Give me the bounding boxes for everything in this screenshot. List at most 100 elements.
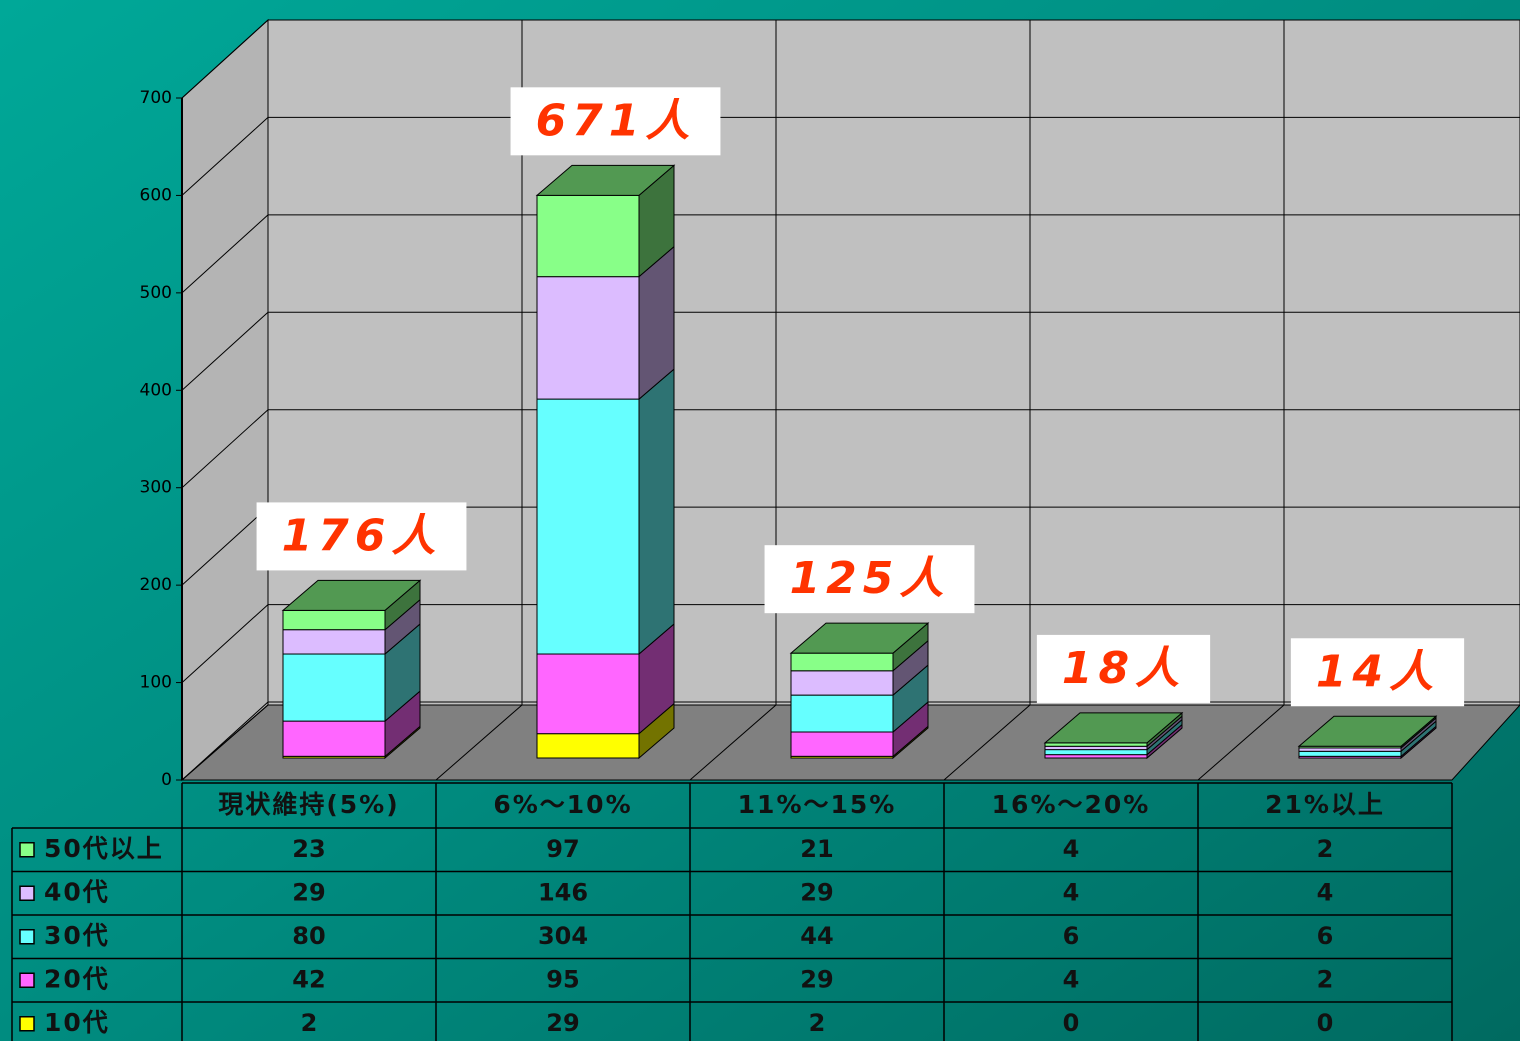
table-value: 304 xyxy=(538,922,588,950)
table-value: 2 xyxy=(809,1009,826,1037)
legend-key xyxy=(19,885,35,901)
bar-segment xyxy=(282,598,421,656)
table-value: 0 xyxy=(1317,1009,1334,1037)
y-tick-label: 400 xyxy=(140,380,172,400)
table-value: 2 xyxy=(301,1009,318,1037)
bar-segment xyxy=(790,700,929,758)
bar-segment xyxy=(790,622,929,672)
grid-line xyxy=(181,506,269,586)
category-label: 21%以上 xyxy=(1265,790,1385,819)
annotation-box xyxy=(1036,634,1211,703)
grid-line xyxy=(181,604,269,683)
table-value: 21 xyxy=(800,835,833,863)
table-value: 6 xyxy=(1063,922,1080,950)
table-value: 4 xyxy=(1063,965,1080,993)
bar-top xyxy=(1297,715,1438,747)
bar-front xyxy=(1298,750,1402,757)
bar-top xyxy=(1043,712,1184,744)
legend-label: 20代 xyxy=(44,964,110,993)
bar-segment xyxy=(536,368,675,656)
annotation: 671人 xyxy=(536,95,696,146)
grid-line xyxy=(181,117,269,196)
bar-segment xyxy=(282,690,421,758)
table-value: 6 xyxy=(1317,922,1334,950)
bar-segment xyxy=(536,702,675,760)
category-label: 6%～10% xyxy=(493,790,632,819)
bar-front xyxy=(1044,742,1148,747)
y-tick-label: 700 xyxy=(140,88,172,108)
legend-label: 50代以上 xyxy=(44,834,164,863)
grid-line xyxy=(181,409,269,489)
bar-front xyxy=(1044,745,1148,751)
legend-key xyxy=(19,929,35,945)
annotation-box xyxy=(256,502,467,571)
bar-segment xyxy=(282,579,421,631)
table-value: 23 xyxy=(292,835,325,863)
table-value: 95 xyxy=(546,965,579,993)
table-value: 4 xyxy=(1317,878,1334,906)
legend-label: 40代 xyxy=(44,877,110,906)
bar-segment xyxy=(536,622,675,735)
y-tick-label: 300 xyxy=(140,478,172,498)
bar-front xyxy=(536,194,640,278)
category-label: 現状維持(5%) xyxy=(218,790,399,819)
annotation: 176人 xyxy=(282,510,442,561)
table-value: 97 xyxy=(546,835,579,863)
table-value: 4 xyxy=(1063,878,1080,906)
y-tick-label: 200 xyxy=(140,575,172,595)
table-value: 42 xyxy=(292,965,325,993)
annotation: 125人 xyxy=(790,553,950,604)
annotation: 14人 xyxy=(1316,646,1439,697)
legend-label: 30代 xyxy=(44,921,110,950)
table-value: 29 xyxy=(800,965,833,993)
table-value: 146 xyxy=(538,878,588,906)
bar-front xyxy=(790,670,894,696)
y-tick-label: 100 xyxy=(140,673,172,693)
bar-front xyxy=(282,609,386,631)
category-divider xyxy=(943,704,1031,781)
bars: 176人 671人 125人 18人 14人 xyxy=(256,87,1465,760)
category-divider xyxy=(1197,704,1285,781)
table-value: 29 xyxy=(546,1009,579,1037)
table-value: 44 xyxy=(800,922,833,950)
table-value: 0 xyxy=(1063,1009,1080,1037)
table-value: 29 xyxy=(292,878,325,906)
legend-key xyxy=(19,1016,35,1032)
legend-key xyxy=(19,842,35,858)
legend-label: 10代 xyxy=(44,1008,110,1037)
bar-front xyxy=(790,652,894,672)
data-table: 現状維持(5%) 6%～10% 11%～15% 16%～20% 21%以上 10代 2 29 2… xyxy=(11,782,1453,1041)
bar-segment xyxy=(536,164,675,278)
grid-line xyxy=(181,214,269,294)
bar-front xyxy=(1044,754,1148,759)
table-value: 2 xyxy=(1317,835,1334,863)
bar-front xyxy=(790,731,894,757)
table-value: 29 xyxy=(800,878,833,906)
legend-key xyxy=(19,972,35,988)
bar-top xyxy=(789,622,930,654)
bar-front xyxy=(1298,747,1402,752)
bar-side xyxy=(638,368,675,656)
category-label: 11%～15% xyxy=(738,790,897,819)
bar-front xyxy=(790,694,894,733)
bar-segment xyxy=(282,622,421,723)
y-tick-label: 500 xyxy=(140,283,172,303)
table-value: 80 xyxy=(292,922,325,950)
y-tick-label: 600 xyxy=(140,185,172,205)
bar-front xyxy=(536,276,640,400)
bar-segment xyxy=(536,245,675,401)
bar-front xyxy=(536,653,640,735)
grid-line xyxy=(181,311,269,391)
category-divider xyxy=(689,704,777,781)
category-divider xyxy=(181,704,269,781)
bar-front xyxy=(536,733,640,759)
table-value: 2 xyxy=(1317,965,1334,993)
bar-front xyxy=(1044,749,1148,756)
bar-top xyxy=(281,579,422,611)
category-divider xyxy=(435,704,523,781)
bar-top xyxy=(535,164,676,196)
annotation-box xyxy=(764,545,975,614)
y-tick-label: 0 xyxy=(161,770,172,790)
